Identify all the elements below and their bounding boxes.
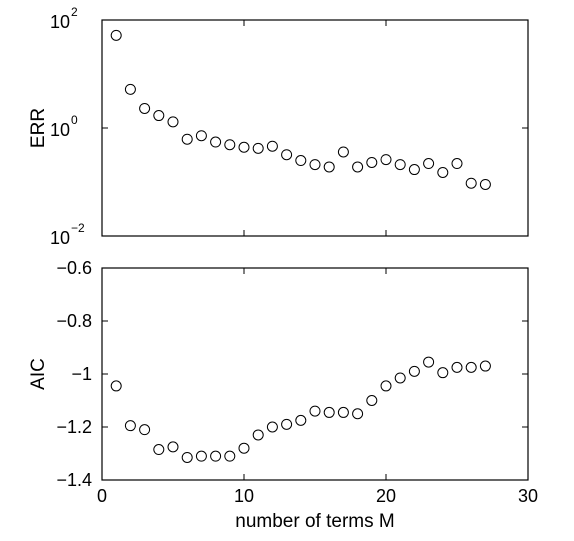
data-point — [110, 29, 122, 41]
data-point — [210, 136, 222, 148]
data-point — [465, 361, 477, 373]
err-axis-ticks — [101, 19, 529, 237]
y-tick-label-exponent: 0 — [71, 113, 78, 127]
x-tick-label: 0 — [97, 486, 107, 506]
data-point — [352, 408, 364, 420]
data-point — [181, 451, 193, 463]
data-point — [337, 146, 349, 158]
data-point — [153, 444, 165, 456]
data-point — [139, 102, 151, 114]
y-tick-label-base: 10 — [50, 12, 70, 32]
x-tick-label: 30 — [518, 486, 538, 506]
data-point — [124, 420, 136, 432]
aic-y-axis-label: AIC — [28, 358, 49, 390]
err-series — [110, 29, 491, 190]
data-point — [110, 380, 122, 392]
data-point — [366, 395, 378, 406]
aic-plot-frame — [101, 267, 529, 481]
data-point — [394, 159, 406, 171]
y-tick-label-base: 10 — [50, 120, 70, 140]
aic-series — [110, 356, 491, 463]
x-tick-label: 10 — [234, 486, 254, 506]
data-point — [295, 414, 307, 426]
y-tick-label: −0.6 — [56, 258, 92, 278]
data-point — [479, 178, 491, 190]
data-point — [238, 141, 250, 153]
data-point — [323, 406, 335, 418]
data-point — [195, 130, 207, 142]
data-point — [195, 450, 207, 462]
data-point — [181, 133, 193, 145]
data-point — [465, 177, 477, 189]
data-point — [408, 365, 420, 377]
y-tick-label-base: 10 — [50, 228, 70, 248]
data-point — [451, 158, 463, 170]
data-point — [124, 83, 136, 95]
err-y-axis-label: ERR — [28, 108, 49, 148]
data-point — [337, 406, 349, 418]
data-point — [309, 405, 321, 417]
data-point — [281, 418, 293, 430]
data-point — [224, 450, 236, 462]
data-point — [380, 380, 392, 392]
x-tick-labels: 0 10 20 30 — [97, 486, 538, 506]
data-point — [309, 159, 321, 171]
data-point — [252, 142, 264, 154]
err-plot-frame — [101, 19, 529, 237]
data-point — [479, 360, 491, 372]
data-point — [252, 429, 264, 441]
data-point — [139, 424, 151, 436]
data-point — [266, 421, 278, 433]
y-tick-label: −1 — [71, 364, 92, 384]
data-point — [295, 155, 307, 167]
data-point — [394, 372, 406, 384]
y-tick-label-exponent: 2 — [71, 5, 78, 19]
y-tick-label-exponent: −2 — [71, 221, 85, 235]
data-point — [167, 116, 179, 128]
data-point — [451, 361, 463, 373]
x-axis-label: number of terms M — [235, 511, 394, 532]
data-point — [366, 156, 378, 168]
data-point — [408, 164, 420, 176]
data-point — [437, 367, 449, 379]
data-point — [423, 356, 435, 368]
data-point — [266, 140, 278, 152]
data-point — [437, 166, 449, 178]
data-point — [423, 158, 435, 170]
y-tick-label: −1.2 — [56, 417, 92, 437]
data-point — [210, 450, 222, 462]
data-point — [352, 161, 364, 173]
x-tick-label: 20 — [376, 486, 396, 506]
y-tick-label: −1.4 — [56, 470, 92, 490]
aic-y-tick-labels: −0.6 −0.8 −1 −1.2 −1.4 — [56, 258, 92, 490]
aic-axis-ticks — [101, 267, 529, 481]
data-point — [224, 139, 236, 151]
aic-panel: −0.6 −0.8 −1 −1.2 −1.4 0 10 20 30 AIC number of… — [28, 258, 538, 532]
y-tick-label: −0.8 — [56, 311, 92, 331]
data-point — [167, 441, 179, 453]
data-point — [238, 442, 250, 454]
data-point — [153, 110, 165, 122]
data-point — [380, 154, 392, 166]
data-point — [281, 149, 293, 161]
data-point — [323, 161, 335, 173]
